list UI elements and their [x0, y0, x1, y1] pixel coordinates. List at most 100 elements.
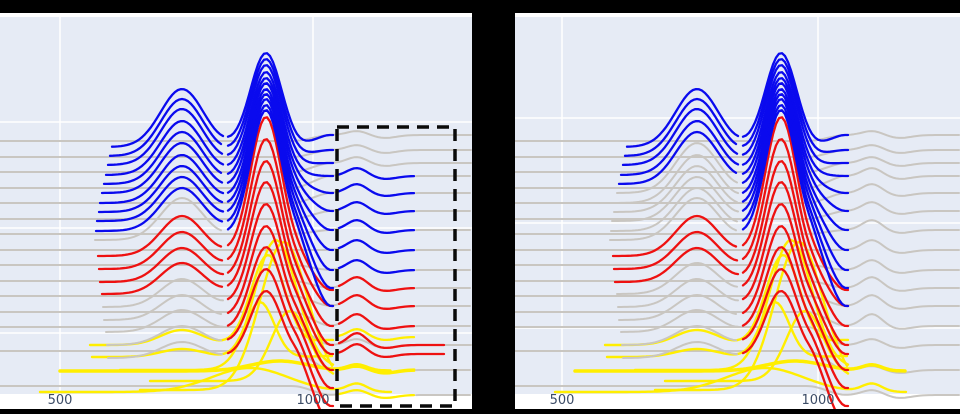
- spectrum-curve-red: [226, 203, 335, 356]
- spectrum-curve-blue: [226, 77, 335, 195]
- spectrum-curve-gray: [0, 190, 340, 204]
- spectrum-curve-blue: [226, 104, 335, 290]
- spectrum-curve-gray: [616, 262, 738, 295]
- spectrum-curve-gray: [106, 325, 222, 346]
- spectrum-curve-red: [226, 181, 335, 347]
- spectrum-curve-red: [98, 246, 225, 284]
- spectrum-curve-red: [613, 246, 740, 284]
- spectrum-curve-blue: [741, 98, 850, 272]
- spectrum-curve-gray: [621, 325, 737, 346]
- left-spectra-plot: [0, 17, 472, 409]
- spectrum-curve-gray: [622, 341, 738, 359]
- spectrum-curve-blue: [741, 109, 850, 308]
- spectrum-curve-gray: [515, 311, 960, 330]
- spectrum-curve-gray: [0, 385, 340, 396]
- right-spectra-plot: [515, 17, 960, 409]
- spectrum-curve-gray: [105, 309, 224, 333]
- spectrum-curve-gray: [515, 201, 960, 220]
- plot-background: [515, 17, 960, 394]
- spectrum-curve-yellow: [58, 359, 392, 373]
- spectrum-curve-gray: [515, 219, 960, 235]
- spectrum-curve-red: [612, 230, 739, 271]
- spectrum-curve-gray: [515, 130, 960, 142]
- spectrum-curve-blue: [619, 119, 740, 177]
- x-tick-label: 500: [549, 393, 575, 408]
- spectrum-curve-gray: [94, 197, 222, 241]
- spectrum-curve-blue: [741, 64, 850, 165]
- spectrum-curve-gray: [515, 294, 960, 310]
- spectrum-curve-gray: [0, 295, 340, 307]
- spectrum-curve-gray: [515, 144, 960, 158]
- spectrum-curve-gray: [616, 142, 738, 194]
- spectrum-curve-gray: [103, 294, 222, 321]
- spectrum-curve-blue: [226, 52, 335, 142]
- spectrum-curve-red: [96, 214, 223, 258]
- spectrum-curve-blue: [98, 153, 225, 205]
- spectrum-curve-red: [97, 230, 224, 271]
- spectrum-curve-blue: [226, 98, 335, 272]
- spectrum-curve-blue: [95, 175, 225, 223]
- spectrum-curve-blue: [741, 88, 850, 232]
- spectrum-curve-blue: [741, 77, 850, 195]
- spectrum-curve-blue: [617, 130, 738, 186]
- spectrum-curve-red: [741, 246, 850, 390]
- spectrum-curve-gray: [620, 309, 739, 333]
- spectrum-curve-blue: [226, 58, 335, 154]
- spectrum-curve-red: [611, 214, 738, 258]
- spectrum-curve-blue: [226, 109, 335, 308]
- spectrum-curve-red: [226, 246, 335, 390]
- spectrum-curve-red: [741, 116, 850, 292]
- spectrum-curve-gray: [609, 197, 737, 241]
- spectrum-curve-blue: [226, 71, 335, 178]
- spectrum-curve-blue: [741, 104, 850, 290]
- spectrum-curve-red: [741, 181, 850, 347]
- spectrum-curve-red: [226, 225, 335, 372]
- spectrum-curve-gray: [515, 385, 960, 399]
- spectrum-curve-blue: [741, 82, 850, 213]
- x-tick-label: 1000: [801, 393, 835, 408]
- right-spectra-panel: 500 1000: [515, 13, 960, 409]
- x-tick-label: 1000: [296, 393, 330, 408]
- spectrum-curve-red: [741, 225, 850, 372]
- spectrum-curve-red: [226, 160, 335, 328]
- spectrum-curve-blue: [741, 52, 850, 142]
- spectrum-curve-gray: [515, 239, 960, 254]
- spectrum-curve-gray: [610, 187, 738, 232]
- spectrum-curve-yellow: [663, 309, 850, 383]
- spectrum-curve-blue: [621, 107, 739, 167]
- spectrum-curve-gray: [515, 156, 960, 173]
- spectrum-curve-blue: [97, 164, 224, 214]
- spectrum-curve-gray: [102, 278, 224, 308]
- spectrum-curve-blue: [102, 130, 223, 186]
- spectrum-curve-red: [741, 160, 850, 328]
- spectrum-curve-gray: [611, 176, 739, 222]
- spectrum-curve-gray: [0, 173, 340, 189]
- spectrum-curve-blue: [226, 82, 335, 213]
- spectrum-curve-gray: [613, 165, 738, 213]
- spectrum-curve-yellow: [148, 309, 335, 383]
- spectrum-curve-gray: [0, 311, 340, 327]
- left-spectra-panel: 500 1000: [0, 13, 472, 409]
- spectrum-curve-red: [226, 268, 335, 408]
- spectrum-curve-red: [226, 138, 335, 308]
- spectrum-curve-blue: [741, 71, 850, 178]
- spectrum-curve-red: [741, 203, 850, 356]
- spectrum-curve-red: [100, 261, 224, 296]
- spectrum-curve-blue: [741, 58, 850, 154]
- x-tick-label: 500: [47, 393, 73, 408]
- spectrum-curve-blue: [94, 186, 224, 233]
- spectrum-curve-blue: [104, 119, 225, 177]
- spectrum-curve-blue: [106, 107, 224, 167]
- spectrum-curve-blue: [625, 87, 740, 148]
- spectrum-curve-gray: [614, 154, 739, 204]
- spectrum-curve-gray: [0, 208, 340, 220]
- spectrum-curve-blue: [741, 93, 850, 252]
- spectrum-curve-gray: [618, 294, 737, 321]
- spectrum-curve-red: [741, 268, 850, 408]
- spectrum-curve-gray: [107, 341, 223, 359]
- spectrum-curve-red: [741, 138, 850, 308]
- spectrum-curve-red: [226, 289, 321, 409]
- spectrum-curve-gray: [515, 276, 960, 292]
- spectrum-curve-gray: [617, 278, 739, 308]
